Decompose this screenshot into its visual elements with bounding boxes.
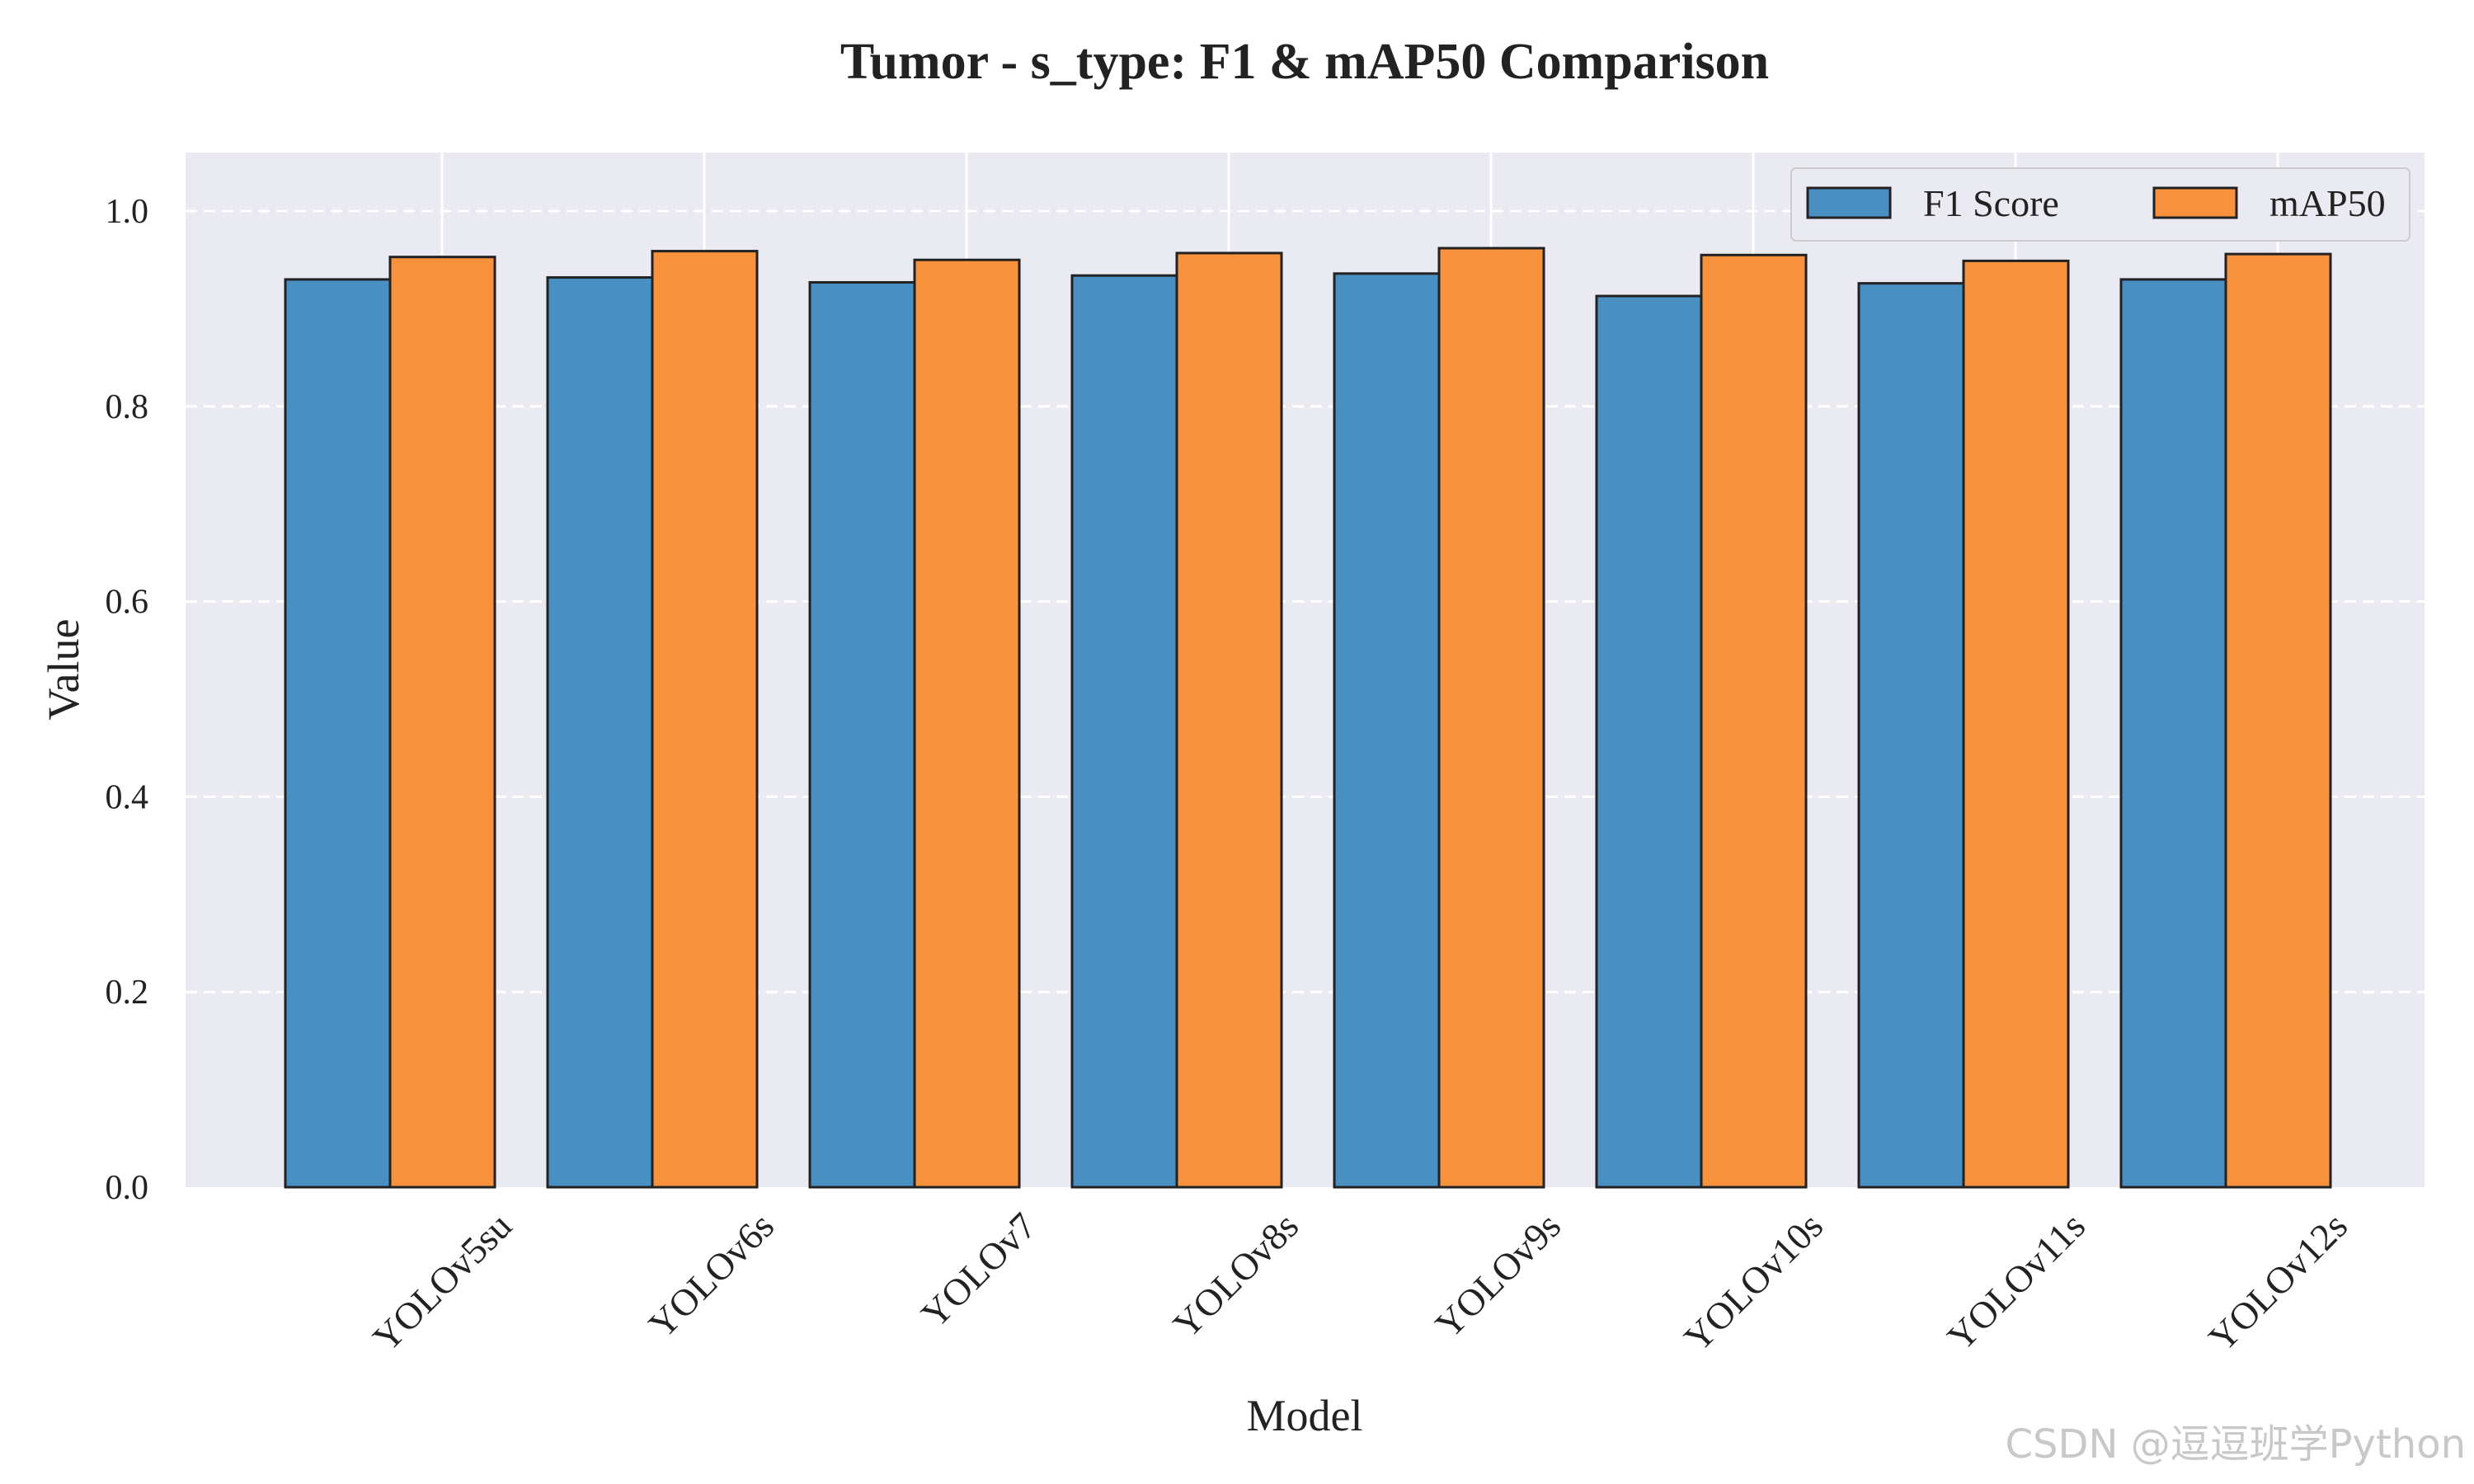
bar-map50	[1175, 251, 1283, 1189]
bar-f1-score	[1595, 294, 1703, 1189]
legend-swatch-f1-score	[1806, 186, 1892, 219]
bar-map50	[1700, 253, 1808, 1189]
bar-f1-score	[2119, 278, 2227, 1189]
bar-f1-score	[1333, 272, 1441, 1189]
watermark: CSDN @逗逗班学Python	[2006, 1421, 2467, 1468]
y-tick-label: 1.0	[106, 193, 149, 231]
bar-f1-score	[1857, 282, 1965, 1189]
bar-f1-score	[284, 278, 392, 1189]
x-axis-label: Model	[1247, 1391, 1363, 1440]
bar-map50	[388, 256, 496, 1189]
y-tick-label: 0.4	[106, 778, 149, 816]
legend: F1 Score mAP50	[1790, 167, 2411, 242]
y-axis-label: Value	[39, 619, 88, 721]
y-tick-label: 0.6	[106, 584, 149, 622]
bar-map50	[1437, 247, 1545, 1189]
legend-label-f1-score: F1 Score	[1923, 182, 2059, 224]
bar-map50	[651, 250, 759, 1189]
legend-label-map50: mAP50	[2269, 182, 2386, 224]
bars	[284, 247, 2332, 1189]
bar-map50	[1962, 259, 2070, 1189]
bar-map50	[913, 258, 1021, 1189]
bar-f1-score	[1070, 274, 1178, 1189]
legend-frame	[1790, 167, 2411, 242]
y-tick-label: 0.0	[106, 1169, 149, 1207]
y-axis-ticks: 0.0 0.2 0.4 0.6 0.8 1.0	[106, 193, 149, 1207]
bar-f1-score	[808, 280, 916, 1189]
plot-area	[186, 153, 2425, 1187]
legend-swatch-map50	[2152, 186, 2238, 219]
y-tick-label: 0.2	[106, 974, 149, 1012]
bar-f1-score	[546, 276, 654, 1189]
bar-map50	[2224, 252, 2332, 1189]
y-tick-label: 0.8	[106, 388, 149, 426]
chart-title: Tumor - s_type: F1 & mAP50 Comparison	[840, 34, 1769, 90]
